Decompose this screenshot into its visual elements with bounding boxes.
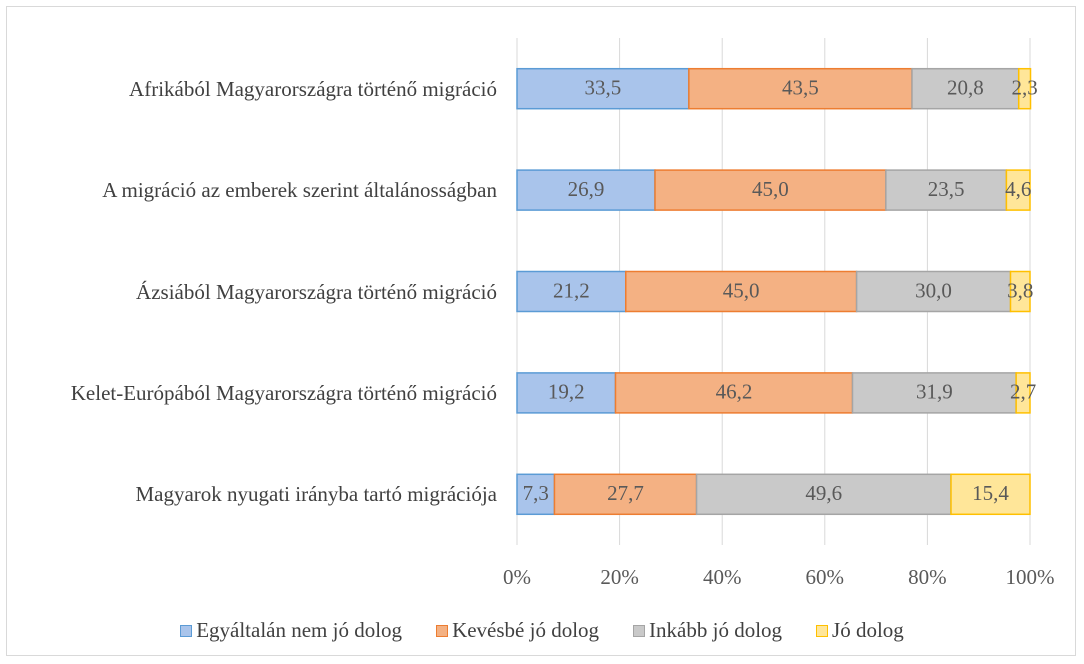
data-label: 2,3 [1011,76,1037,100]
bar-segment [695,473,952,516]
data-label: 19,2 [548,380,585,404]
category-label: Ázsiából Magyarországra történő migráció [136,252,497,332]
bar-segment [688,67,913,110]
x-tick-label: 80% [908,565,947,589]
chart-frame [6,6,1076,656]
data-label: 3,8 [1007,278,1033,302]
data-label: 43,5 [782,76,819,100]
bar-segment [516,372,617,414]
legend: Egyáltalán nem jó dolog Kevésbé jó dolog I… [0,618,1084,643]
data-label: 23,5 [928,177,965,201]
category-label: Magyarok nyugati irányba tartó migrációj… [135,454,497,534]
data-label: 45,0 [723,278,760,302]
bar-segment [654,169,887,211]
data-label: 26,9 [568,177,605,201]
category-text: A migráció az emberek szerint általánoss… [102,178,497,203]
legend-label: Egyáltalán nem jó dolog [196,618,403,642]
legend-label: Kevésbé jó dolog [452,618,600,642]
bar-segment [1015,372,1031,414]
x-tick-label: 40% [703,565,742,589]
legend-swatch [633,624,646,637]
data-label: 31,9 [916,380,953,404]
legend-swatch [436,624,449,637]
legend-item: Kevésbé jó dolog [436,618,599,643]
bar-segment [851,372,1017,414]
bar-segment [516,169,656,211]
legend-label: Jó dolog [832,618,904,642]
legend-swatch [816,624,829,637]
category-text: Afrikából Magyarországra történő migráci… [129,76,497,101]
legend-swatch [180,624,193,637]
x-tick-label: 60% [806,565,845,589]
category-text: Magyarok nyugati irányba tartó migrációj… [135,482,497,507]
bar-segment [614,372,854,414]
data-label: 30,0 [915,278,952,302]
category-label: Afrikából Magyarországra történő migráci… [129,49,497,129]
x-tick-label: 0% [503,565,531,589]
data-label: 49,6 [805,481,842,505]
bar-segment [950,473,1031,516]
data-label: 46,2 [716,380,753,404]
legend-item: Jó dolog [816,618,904,643]
data-label: 45,0 [752,177,789,201]
category-text: Ázsiából Magyarországra történő migráció [136,279,497,304]
category-label: A migráció az emberek szerint általánoss… [102,150,497,230]
data-label: 33,5 [585,76,622,100]
data-label: 7,3 [523,481,549,505]
data-label: 20,8 [947,76,984,100]
bar-segment [1009,270,1031,313]
data-label: 21,2 [553,278,590,302]
legend-item: Inkább jó dolog [633,618,782,643]
bar-segment [1005,169,1031,211]
bar-segment [1017,67,1032,110]
bar-segment [625,270,858,313]
legend-label: Inkább jó dolog [649,618,783,642]
data-label: 15,4 [972,481,1009,505]
data-label: 2,7 [1010,380,1036,404]
legend-item: Egyáltalán nem jó dolog [180,618,402,643]
bar-segment [516,473,556,516]
data-label: 27,7 [607,481,644,505]
category-label: Kelet-Európából Magyarországra történő m… [71,353,497,433]
category-text: Kelet-Európából Magyarországra történő m… [70,380,497,405]
bar-segment [911,67,1020,110]
x-tick-label: 100% [1006,565,1055,589]
bar-segment [553,473,698,516]
x-tick-label: 20% [600,565,639,589]
data-label: 4,6 [1005,177,1031,201]
